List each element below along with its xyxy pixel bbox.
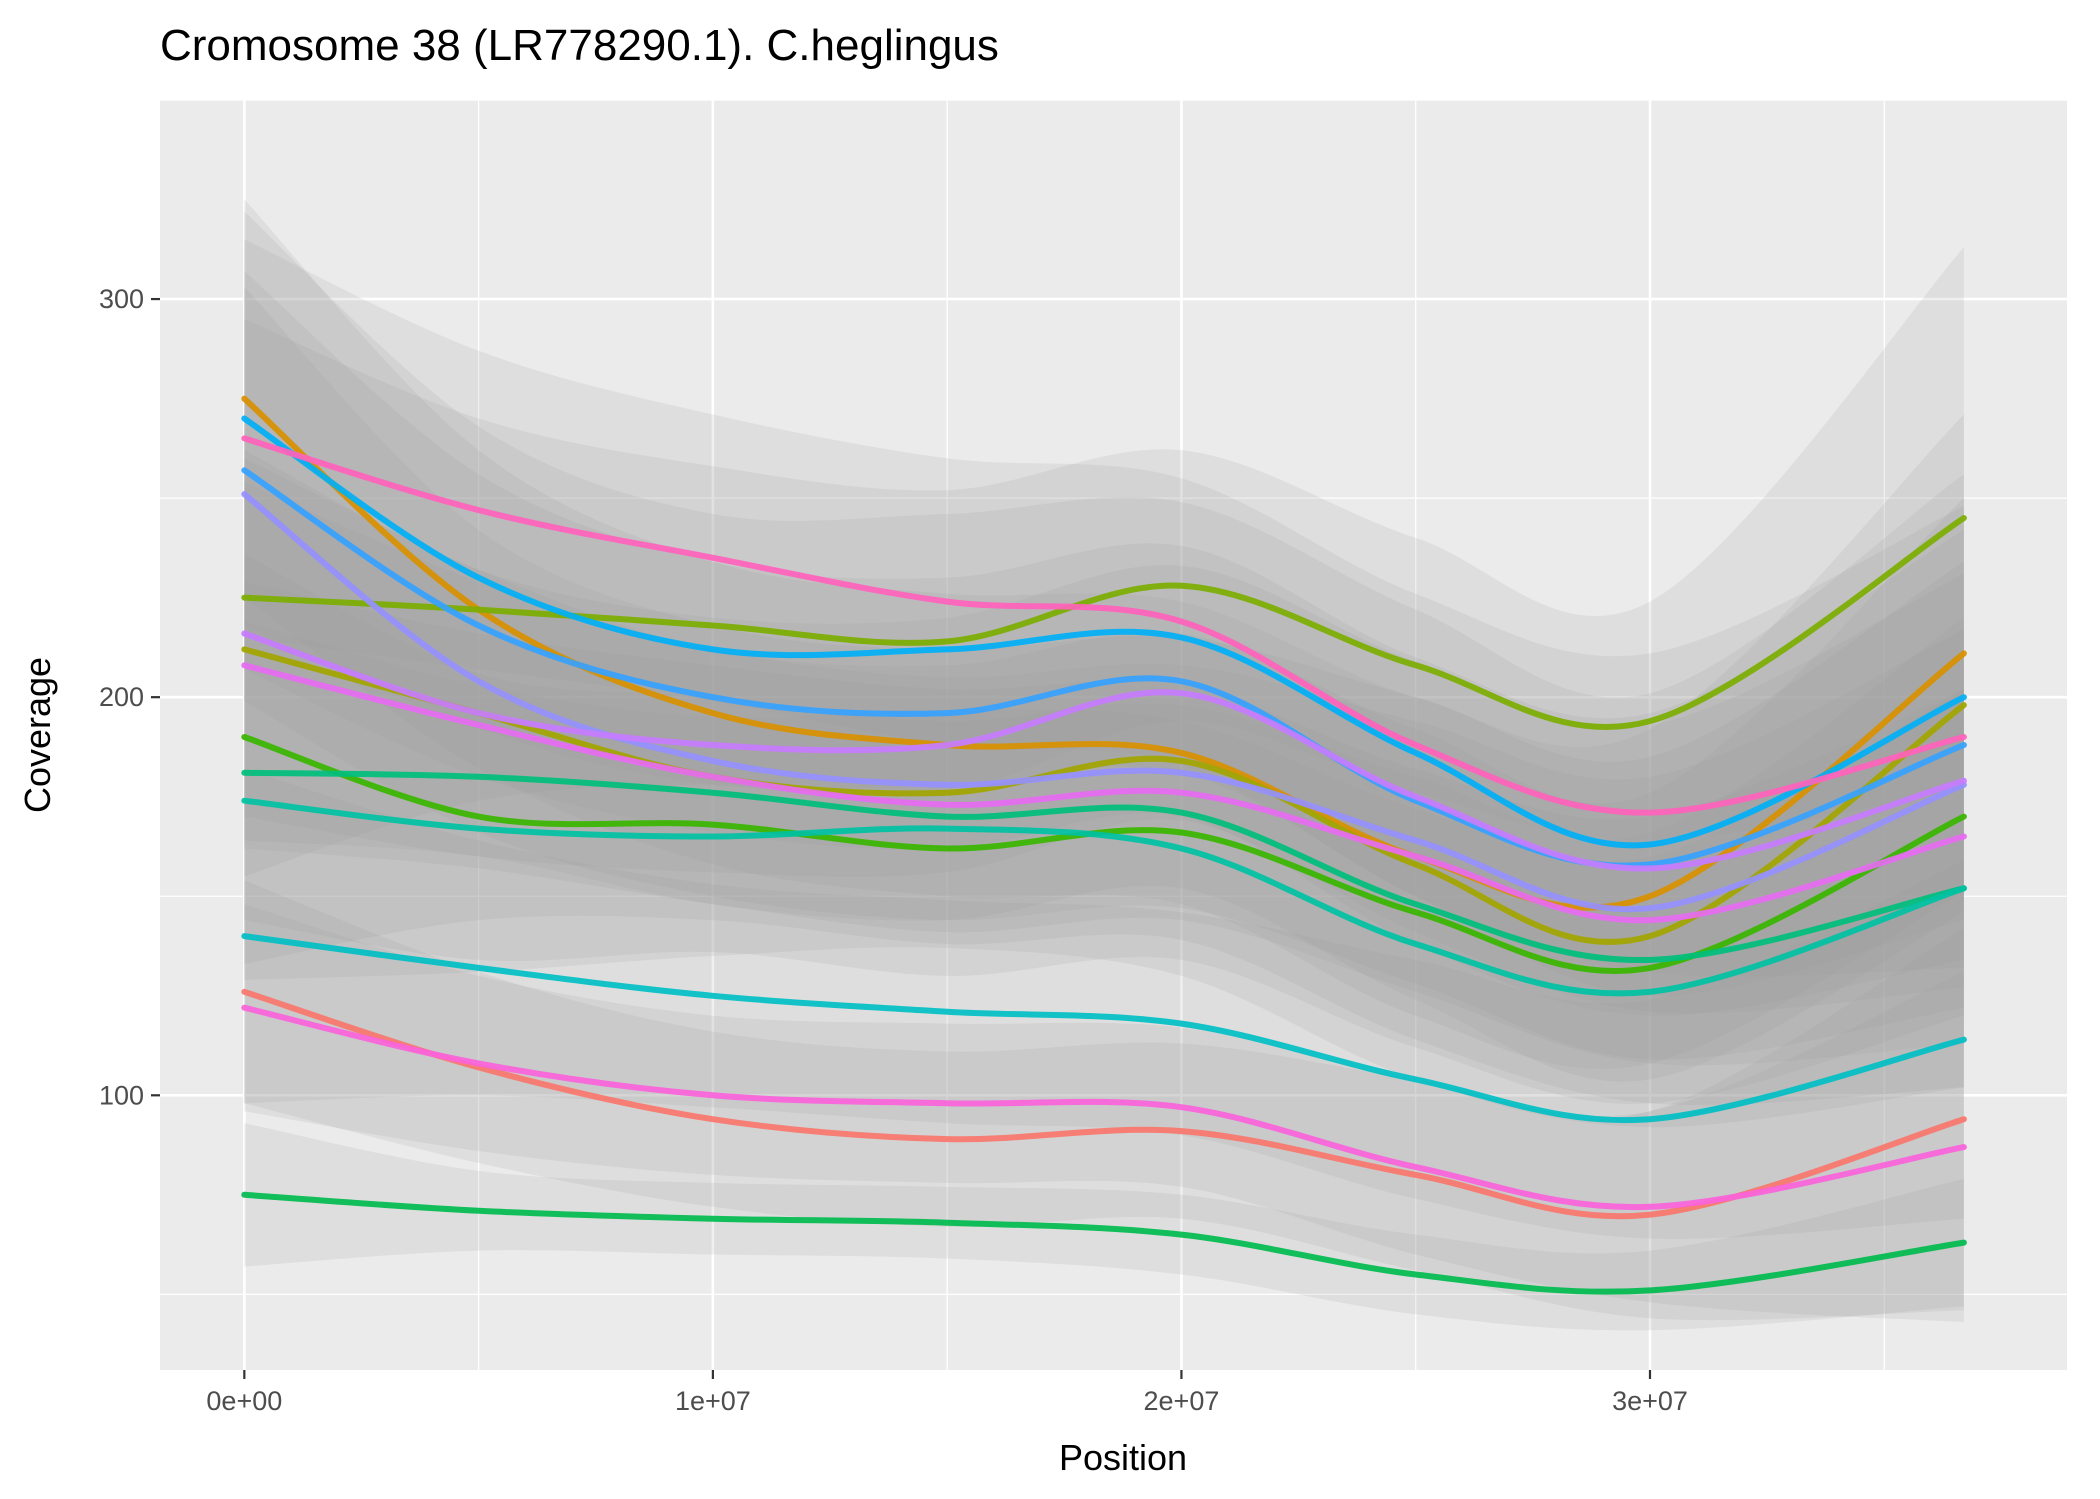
x-tick-label: 3e+07 (1612, 1386, 1688, 1416)
series-line-9 (241, 933, 1967, 1124)
y-tick-label: 200 (99, 682, 144, 712)
series-line-8 (241, 797, 1967, 997)
y-tick-label: 300 (99, 284, 144, 314)
series-line-7 (241, 769, 1967, 963)
x-axis-title: Position (1059, 1437, 1187, 1478)
plot-panel (160, 100, 2067, 1370)
series-line-6 (241, 1191, 1967, 1295)
series-lines (241, 395, 1967, 1295)
x-axis: 0e+00 1e+07 2e+07 3e+07 (206, 1370, 1688, 1416)
series-line-3 (241, 646, 1967, 945)
y-axis-title: Coverage (17, 657, 58, 813)
confidence-band-15 (244, 904, 1964, 1323)
confidence-band-13 (244, 450, 1964, 1014)
x-tick-label: 0e+00 (206, 1386, 282, 1416)
minor-gridlines (160, 99, 2067, 1370)
series-line-14 (241, 662, 1967, 924)
y-tick-label: 100 (99, 1080, 144, 1110)
x-tick-label: 2e+07 (1144, 1386, 1220, 1416)
series-line-10 (241, 415, 1967, 849)
series-line-12 (241, 491, 1967, 913)
series-line-15 (241, 1004, 1967, 1211)
confidence-band-8 (244, 621, 1964, 1128)
confidence-band-11 (244, 271, 1964, 1016)
series-line-1 (241, 988, 1967, 1220)
x-tick-label: 1e+07 (675, 1386, 751, 1416)
series-line-2 (241, 395, 1967, 911)
chart-title: Cromosome 38 (LR778290.1). C.heglingus (160, 21, 999, 70)
series-line-16 (241, 435, 1967, 816)
y-axis: 100 200 300 (99, 284, 160, 1110)
confidence-band-4 (244, 247, 1964, 877)
series-line-11 (241, 467, 1967, 869)
confidence-band-9 (244, 768, 1964, 1239)
series-line-4 (241, 515, 1967, 731)
series-line-13 (241, 630, 1967, 872)
confidence-band-7 (244, 581, 1964, 1106)
confidence-band-12 (244, 287, 1964, 1060)
confidence-band-5 (244, 553, 1964, 1104)
confidence-band-10 (244, 211, 1964, 996)
